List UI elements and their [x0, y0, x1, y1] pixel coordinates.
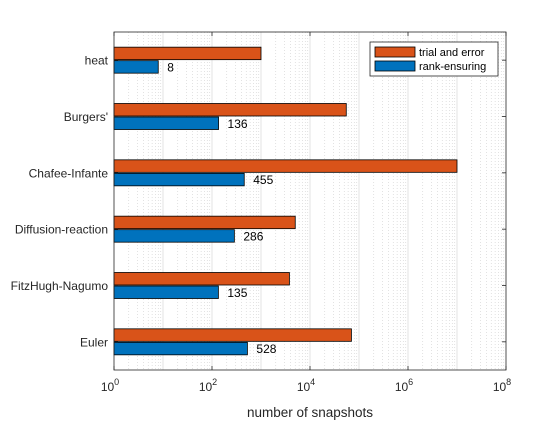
bar-rank-ensuring: [113, 285, 219, 299]
bars-group: [113, 46, 458, 356]
bar-value-label: 135: [227, 286, 247, 300]
category-labels: heat Burgers' Chafee-Infante Diffusion-reac…: [11, 54, 109, 350]
legend-swatch: [374, 60, 416, 72]
bar-value-label: 528: [256, 342, 276, 356]
bar-value-label: 8: [167, 60, 174, 74]
x-tick-label: 102: [199, 377, 217, 394]
legend-entry-label: trial and error: [419, 47, 485, 59]
x-tick-label-exponent: 2: [212, 377, 217, 387]
bar-rank-ensuring: [113, 116, 219, 130]
bar-trial-and-error: [113, 46, 262, 61]
x-tick-label: 108: [493, 377, 511, 394]
bar-labels-group: 8 136 455 286 135 528: [167, 60, 277, 356]
bar-value-label: 455: [253, 173, 273, 187]
x-tick-label-exponent: 0: [114, 377, 119, 387]
legend-swatch: [374, 46, 416, 58]
x-tick-label-base: 10: [101, 380, 115, 394]
legend-entry-label: rank-ensuring: [419, 61, 486, 73]
bar-value-label: 136: [228, 117, 248, 131]
bar-rank-ensuring: [113, 229, 235, 243]
x-axis-label: number of snapshots: [247, 405, 373, 420]
bar-trial-and-error: [113, 272, 290, 286]
x-tick-label: 104: [297, 377, 315, 394]
bar-trial-and-error: [113, 215, 296, 230]
category-label: Euler: [80, 335, 108, 349]
x-tick-label: 106: [395, 377, 413, 394]
legend: trial and error rank-ensuring: [369, 41, 499, 77]
bar-trial-and-error: [113, 103, 347, 117]
x-tick-label-base: 10: [199, 380, 213, 394]
category-label: Chafee-Infante: [29, 166, 109, 180]
grid-lines: [128, 32, 505, 370]
x-tick-label-base: 10: [493, 380, 507, 394]
x-tick-label: 100: [101, 377, 119, 394]
category-label: Burgers': [64, 110, 108, 124]
bar-rank-ensuring: [113, 60, 159, 74]
bar-rank-ensuring: [113, 341, 248, 356]
bar-trial-and-error: [113, 328, 352, 342]
bar-value-label: 286: [243, 229, 263, 243]
bar-rank-ensuring: [113, 172, 245, 187]
bar-trial-and-error: [113, 159, 458, 173]
x-tick-labels: 100 102 104 106 108: [101, 377, 511, 394]
x-tick-label-exponent: 4: [310, 377, 315, 387]
category-label: heat: [85, 54, 109, 68]
x-tick-label-exponent: 6: [408, 377, 413, 387]
axes-group: [113, 31, 507, 371]
category-label: FitzHugh-Nagumo: [11, 279, 109, 293]
x-tick-label-base: 10: [297, 380, 311, 394]
x-tick-label-base: 10: [395, 380, 409, 394]
x-tick-label-exponent: 8: [506, 377, 511, 387]
category-label: Diffusion-reaction: [15, 223, 108, 237]
